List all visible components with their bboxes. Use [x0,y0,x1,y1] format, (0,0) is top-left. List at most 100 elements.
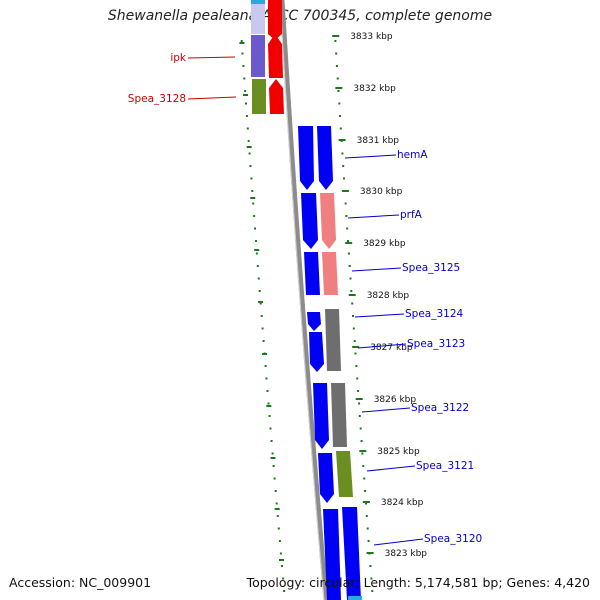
scale-dot [269,427,272,430]
cds-arrow-blue-spea-3120-b[interactable] [342,507,361,600]
kbp-tick-mark [332,35,340,37]
kbp-tick-mark [352,346,360,348]
scale-dot [352,327,355,330]
scale-dot [258,290,261,292]
scale-dot [241,52,244,55]
scale-dot [336,77,339,80]
cds-arrow-blue-prfA[interactable] [301,193,318,249]
scale-dot [245,115,248,117]
kbp-tick-label: 3830 kbp [360,187,403,197]
gene-leader-line [357,343,407,349]
kbp-tick-mark [335,87,343,89]
scale-dot [344,202,347,205]
cds-block-top-light[interactable] [251,4,265,34]
cds-arrow-blue-hemA-b[interactable] [317,126,333,190]
cds-arrow-blue-spea-3120-a[interactable] [323,509,341,600]
map-title: Shewanella pealeana ATCC 700345, complet… [107,8,493,24]
kbp-tick-mark [366,552,374,554]
backbone-arc-highlight [279,0,325,600]
scale-dot [275,502,278,505]
gene-label[interactable]: Spea_3125 [402,262,460,274]
cds-arrow-blue-hemA-a[interactable] [298,126,314,190]
gene-label[interactable]: Spea_3120 [424,533,482,545]
cds-arrow-red-2[interactable] [268,34,283,78]
cds-block-ipk[interactable] [251,35,265,77]
scale-dot [357,390,360,392]
scale-dot [358,415,361,417]
kbp-tick-mark-inner [258,301,264,303]
gene-label[interactable]: ipk [170,52,187,64]
scale-dot [371,590,374,592]
scale-dot [267,402,270,405]
cds-arrow-red-3[interactable] [269,79,284,114]
scale-dot [251,190,254,192]
cds-block-gray-spea-3122[interactable] [331,383,347,447]
scale-dot [264,365,267,367]
gene-label[interactable]: Spea_3128 [128,93,186,105]
cds-block-bottom-cyan[interactable] [348,596,362,600]
kbp-tick-mark-inner [254,249,260,251]
kbp-tick-label: 3833 kbp [350,32,393,42]
gene-label[interactable]: prfA [400,209,423,221]
gene-label[interactable]: Spea_3121 [416,460,474,472]
kbp-tick-mark [359,450,367,452]
kbp-tick-label: 3828 kbp [367,291,410,301]
scale-dot [346,227,349,230]
scale-dot [360,440,363,442]
cds-block-top-red[interactable] [268,0,282,6]
gene-label[interactable]: Spea_3123 [407,338,465,350]
accession-text: Accession: NC_009901 [9,575,152,590]
scale-dot [361,452,364,455]
kbp-tick-mark [338,139,346,141]
kbp-tick-mark [341,190,349,192]
scale-dot [279,552,282,555]
kbp-tick-mark-inner [246,146,252,148]
kbp-tick-label: 3827 kbp [370,343,413,353]
scale-dot [281,565,283,567]
scale-dot [247,140,250,142]
kbp-tick-mark-inner [274,508,280,510]
scale-dot [271,452,274,455]
scale-dot [338,102,341,105]
cds-block-top-cyan[interactable] [251,0,265,4]
cds-block-pink-prfA[interactable] [320,193,336,249]
cds-block-olive-spea-3121[interactable] [336,451,353,497]
scale-dot [337,90,340,92]
gene-label[interactable]: Spea_3122 [411,402,469,414]
scale-dot [348,265,351,267]
scale-dot [246,127,249,130]
cds-arrow-blue-spea-3124[interactable] [307,312,321,331]
kbp-tick-label: 3825 kbp [377,447,420,457]
scale-dot [242,65,245,67]
cds-arrow-blue-spea-3123[interactable] [309,332,324,372]
gene-label[interactable]: hemA [397,149,428,161]
scale-dot [248,152,251,155]
scale-dot [370,577,373,580]
scale-dot [245,102,247,105]
gene-leader-line [344,154,397,159]
gene-leader-line [187,56,236,59]
cds-block-spea-3128[interactable] [252,79,266,114]
cds-block-gray-spea-3124[interactable] [325,309,341,371]
cds-arrow-blue-spea-3122[interactable] [313,383,329,449]
scale-dot [274,490,277,492]
scale-dot [367,540,370,542]
scale-dot [359,427,362,430]
kbp-tick-label: 3826 kbp [374,395,417,405]
gene-leader-line [351,267,402,272]
kbp-tick-mark-inner [266,405,272,407]
scale-dot [268,415,271,417]
scale-dot [272,465,275,467]
cds-block-pink-spea-3125[interactable] [322,252,338,295]
scale-dot [345,215,348,217]
scale-dot [339,115,341,117]
scale-dot [335,65,338,67]
cds-arrow-blue-spea-3121[interactable] [318,453,334,503]
scale-dot [256,265,259,267]
cds-arrow-blue-spea-3125[interactable] [304,252,320,295]
gene-label[interactable]: Spea_3124 [405,308,464,320]
scale-dot [282,577,285,580]
genome-summary-text: Topology: circular; Length: 5,174,581 bp… [246,575,590,590]
cds-arrow-red-1[interactable] [268,6,282,40]
